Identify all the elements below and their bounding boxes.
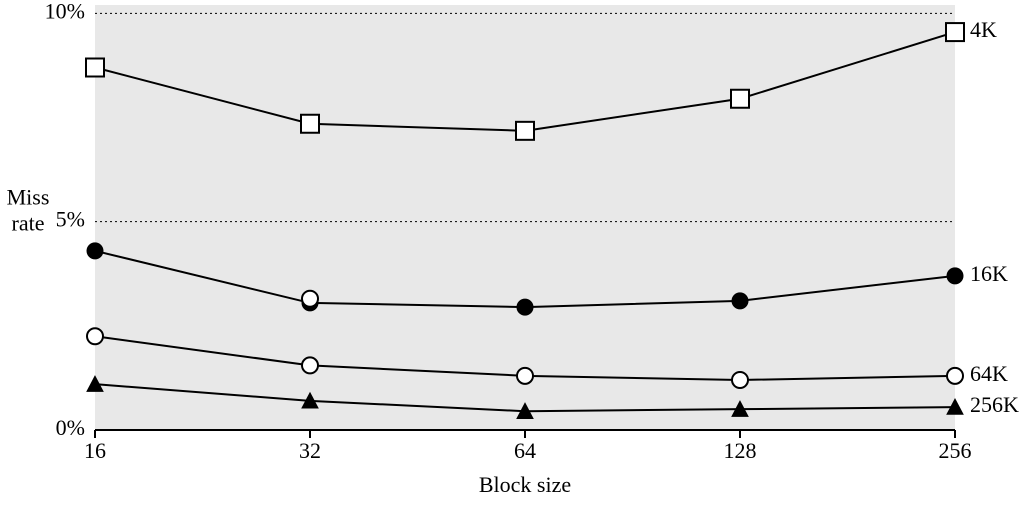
marker-16K <box>732 293 748 309</box>
y-tick-label: 10% <box>45 0 85 23</box>
marker-4K <box>731 90 749 108</box>
x-tick-label: 64 <box>514 438 536 463</box>
plot-area <box>95 5 955 430</box>
marker-64K <box>87 328 103 344</box>
series-label-64K: 64K <box>970 361 1008 386</box>
y-axis-label: rate <box>12 211 45 236</box>
series-label-16K: 16K <box>970 261 1008 286</box>
marker-64K <box>947 368 963 384</box>
marker-64K <box>302 357 318 373</box>
marker-64K <box>732 372 748 388</box>
y-tick-label: 5% <box>56 207 85 232</box>
x-axis-label: Block size <box>479 472 571 497</box>
y-tick-label: 0% <box>56 415 85 440</box>
marker-16K <box>87 243 103 259</box>
marker-16K <box>947 268 963 284</box>
marker-4K <box>301 115 319 133</box>
series-label-256K: 256K <box>970 392 1019 417</box>
x-tick-label: 256 <box>939 438 972 463</box>
extra-marker <box>302 291 318 307</box>
x-tick-label: 32 <box>299 438 321 463</box>
marker-64K <box>517 368 533 384</box>
miss-rate-chart: 16 32 64 128 256 0% 5% 10% Missrate Block size 4K 1… <box>0 0 1024 515</box>
chart-svg: 16 32 64 128 256 0% 5% 10% Missrate Block size 4K 1… <box>0 0 1024 515</box>
marker-4K <box>946 23 964 41</box>
x-tick-label: 128 <box>724 438 757 463</box>
y-axis-label: Miss <box>7 185 50 210</box>
x-tick-label: 16 <box>84 438 106 463</box>
marker-16K <box>517 299 533 315</box>
marker-4K <box>516 122 534 140</box>
marker-4K <box>86 59 104 77</box>
series-label-4K: 4K <box>970 17 997 42</box>
